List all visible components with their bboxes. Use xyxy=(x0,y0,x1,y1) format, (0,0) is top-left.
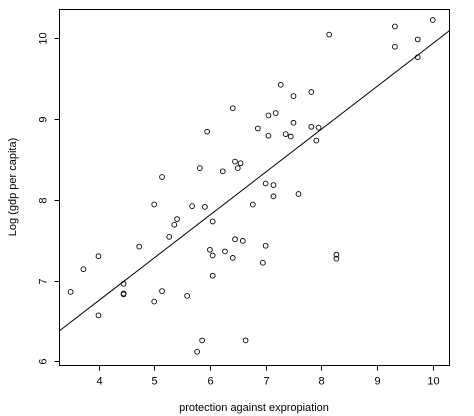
data-point xyxy=(265,112,272,119)
data-point xyxy=(287,133,294,140)
x-tick-label: 8 xyxy=(318,376,324,388)
data-point xyxy=(232,158,238,165)
data-point xyxy=(237,160,244,167)
data-point xyxy=(333,251,340,258)
data-point xyxy=(260,259,266,266)
data-point xyxy=(159,174,165,180)
data-point xyxy=(202,204,208,210)
data-point xyxy=(151,201,158,208)
data-point xyxy=(315,124,322,131)
x-axis-label: protection against expropiation xyxy=(179,402,329,414)
data-point xyxy=(242,337,249,344)
data-point xyxy=(95,312,102,319)
y-tick-label: 9 xyxy=(38,116,50,122)
data-point xyxy=(166,234,173,240)
y-axis: 6 7 8 9 10 xyxy=(38,32,60,365)
data-point xyxy=(313,137,320,144)
data-point xyxy=(234,165,241,171)
data-point xyxy=(414,36,421,43)
data-point xyxy=(429,17,436,23)
data-point xyxy=(272,110,279,116)
data-point xyxy=(136,243,143,250)
data-point xyxy=(262,242,269,249)
data-point xyxy=(290,93,297,99)
data-point xyxy=(308,123,315,130)
data-point xyxy=(95,253,102,260)
y-axis-label: Log (gdp per capita) xyxy=(7,138,19,236)
data-point xyxy=(174,216,180,222)
data-point xyxy=(282,131,289,137)
data-point xyxy=(262,180,269,187)
data-point xyxy=(222,248,228,255)
data-point xyxy=(120,280,127,287)
data-point xyxy=(209,252,216,259)
y-tick-label: 8 xyxy=(38,197,50,203)
data-point xyxy=(197,165,203,171)
data-point xyxy=(207,246,213,253)
x-tick-label: 6 xyxy=(207,376,213,388)
x-tick-label: 9 xyxy=(374,376,380,388)
data-point xyxy=(189,203,195,209)
data-point xyxy=(265,132,272,139)
data-point xyxy=(219,168,226,175)
data-point xyxy=(194,348,200,355)
data-point xyxy=(308,89,315,95)
data-point xyxy=(333,255,340,262)
data-point xyxy=(295,191,302,197)
data-point xyxy=(277,81,284,88)
data-point xyxy=(209,272,216,279)
regression-line xyxy=(59,30,450,332)
data-point xyxy=(120,291,127,298)
data-point xyxy=(270,193,277,200)
data-point xyxy=(204,128,210,135)
y-tick-label: 6 xyxy=(38,358,50,364)
x-tick-label: 7 xyxy=(263,376,269,388)
data-point xyxy=(159,288,165,294)
y-tick-label: 7 xyxy=(38,278,50,284)
data-point xyxy=(249,201,256,208)
data-point xyxy=(171,221,178,228)
data-point xyxy=(184,293,190,299)
data-point xyxy=(209,218,216,225)
data-point xyxy=(414,54,421,61)
data-point xyxy=(254,125,261,132)
data-point xyxy=(229,105,236,112)
data-point xyxy=(80,266,87,273)
data-point xyxy=(199,337,205,344)
data-point xyxy=(229,255,236,261)
x-axis: 4 5 6 7 8 9 10 xyxy=(96,365,440,388)
plot-area xyxy=(59,17,450,355)
data-point xyxy=(67,289,74,295)
data-point xyxy=(392,43,398,50)
x-tick-label: 4 xyxy=(96,376,102,388)
data-point xyxy=(239,238,246,244)
x-tick-label: 5 xyxy=(151,376,157,388)
data-point xyxy=(290,119,297,126)
data-point xyxy=(151,298,158,305)
x-tick-label: 10 xyxy=(427,376,439,388)
data-point xyxy=(232,236,238,243)
plot-frame xyxy=(59,9,450,366)
y-tick-label: 10 xyxy=(38,32,50,44)
data-point xyxy=(392,23,398,30)
data-point xyxy=(270,182,277,188)
data-point xyxy=(326,31,333,38)
